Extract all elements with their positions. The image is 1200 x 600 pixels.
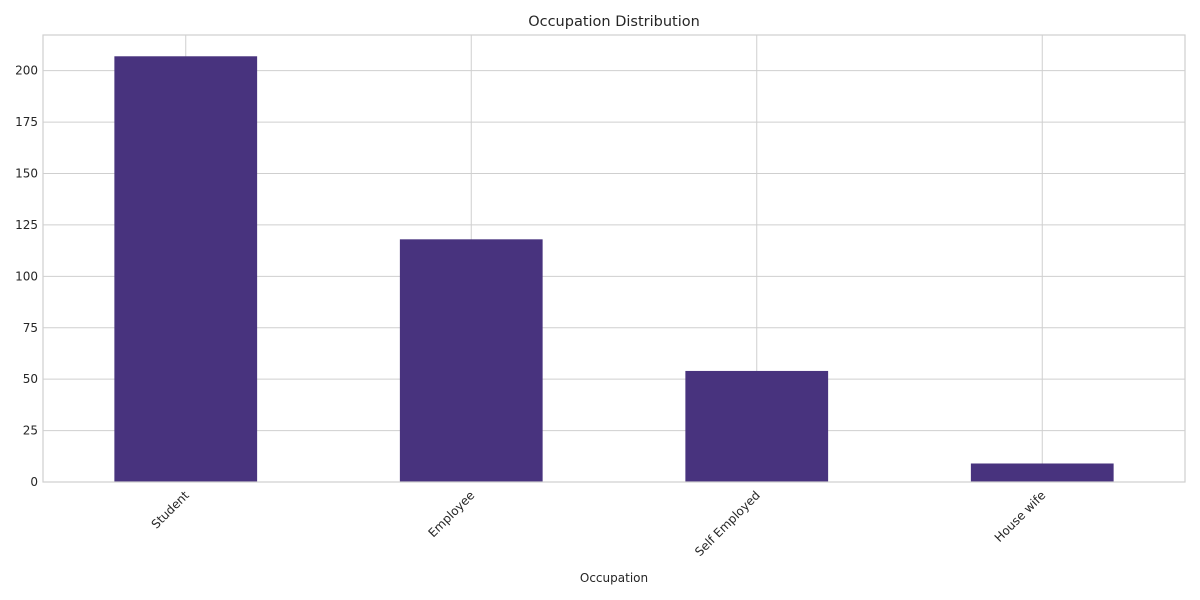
bar-employee	[399, 239, 543, 482]
bar-house-wife	[970, 463, 1114, 482]
bar-student	[114, 56, 258, 483]
y-tick-label: 25	[23, 424, 38, 438]
y-tick-label: 175	[15, 115, 38, 129]
y-tick-label: 75	[23, 321, 38, 335]
y-tick-label: 0	[30, 475, 38, 489]
y-tick-label: 200	[15, 64, 38, 78]
bars-layer	[114, 56, 1114, 483]
bar-self-employed	[685, 370, 829, 482]
x-axis-title: Occupation	[580, 571, 648, 585]
y-axis-ticks: 0 25 50 75 100 125 150 175 200	[15, 64, 38, 489]
y-tick-label: 100	[15, 269, 38, 283]
x-tick-label: Employee	[425, 488, 477, 540]
x-axis-ticks: Student Employee Self Employed House wife	[149, 488, 1049, 559]
x-tick-label: Student	[149, 488, 193, 532]
x-tick-label: Self Employed	[692, 488, 763, 559]
chart-title: Occupation Distribution	[528, 14, 700, 30]
y-tick-label: 125	[15, 218, 38, 232]
y-tick-label: 150	[15, 167, 38, 181]
plot-frame	[42, 34, 1186, 483]
y-tick-label: 50	[23, 372, 38, 386]
x-tick-label: House wife	[992, 488, 1049, 545]
